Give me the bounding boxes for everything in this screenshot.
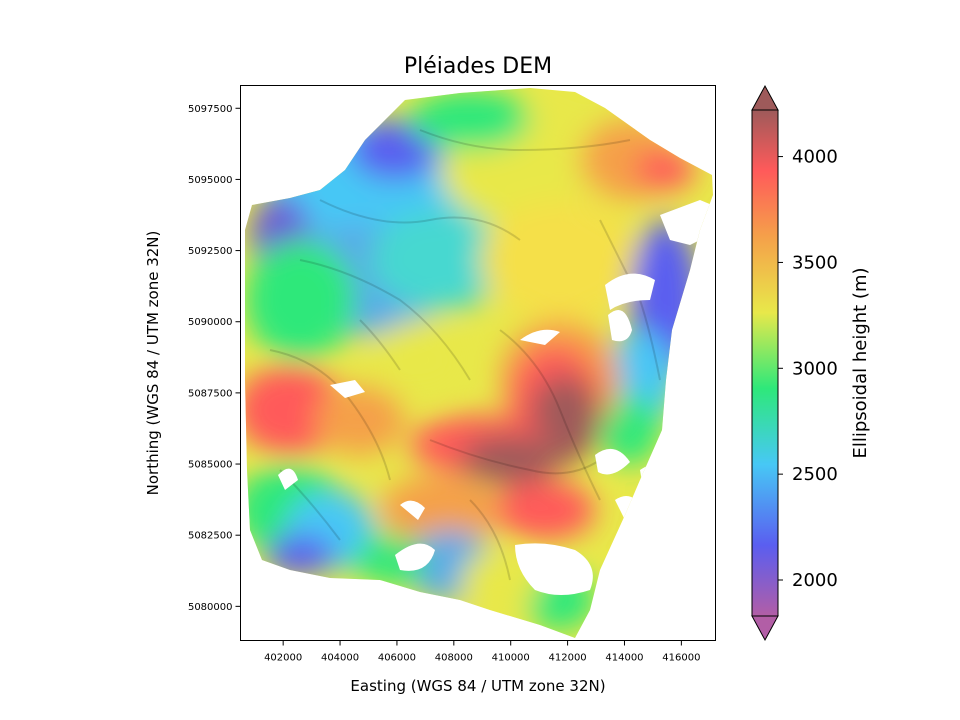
colorbar-tick-label: 2500 [792,464,838,485]
colorbar-gradient [751,109,779,617]
x-tick-label: 406000 [378,653,416,664]
y-tick-label: 5092500 [188,246,233,257]
colorbar-label: Ellipsoidal height (m) [850,267,871,458]
colorbar-extend-bottom [751,615,779,642]
y-tick-label: 5082500 [188,531,233,542]
x-axis: 402000 404000 406000 408000 410000 412000 4140… [264,640,700,664]
y-axis: 5080000 5082500 5085000 5087500 5090000 50925… [188,104,241,613]
y-tick-label: 5097500 [188,104,233,115]
x-tick-label: 402000 [264,653,302,664]
x-tick-label: 404000 [321,653,359,664]
x-axis-label: Easting (WGS 84 / UTM zone 32N) [350,677,605,695]
colorbar-tick-label: 4000 [792,147,838,168]
x-tick-label: 412000 [549,653,587,664]
colorbar-ticks: 2000 2500 3000 3500 4000 [778,147,838,591]
dem-map [245,88,713,638]
colorbar-tick-label: 3000 [792,358,838,379]
colorbar-tick-label: 2000 [792,570,838,591]
chart-title: Pléiades DEM [404,54,552,79]
colorbar-tick-label: 3500 [792,252,838,273]
y-tick-label: 5085000 [188,460,233,471]
x-tick-label: 414000 [605,653,643,664]
terrain-surface [245,88,713,638]
x-tick-label: 416000 [662,653,700,664]
plot-frame [240,85,716,641]
colorbar-extend-top [751,84,779,111]
y-tick-label: 5080000 [188,602,233,613]
y-tick-label: 5090000 [188,317,233,328]
y-tick-label: 5095000 [188,175,233,186]
colorbar: 2000 2500 3000 3500 4000 Ellipsoidal height … [751,84,871,642]
y-axis-label: Northing (WGS 84 / UTM zone 32N) [144,231,162,496]
x-tick-label: 410000 [492,653,530,664]
x-tick-label: 408000 [435,653,473,664]
y-tick-label: 5087500 [188,388,233,399]
